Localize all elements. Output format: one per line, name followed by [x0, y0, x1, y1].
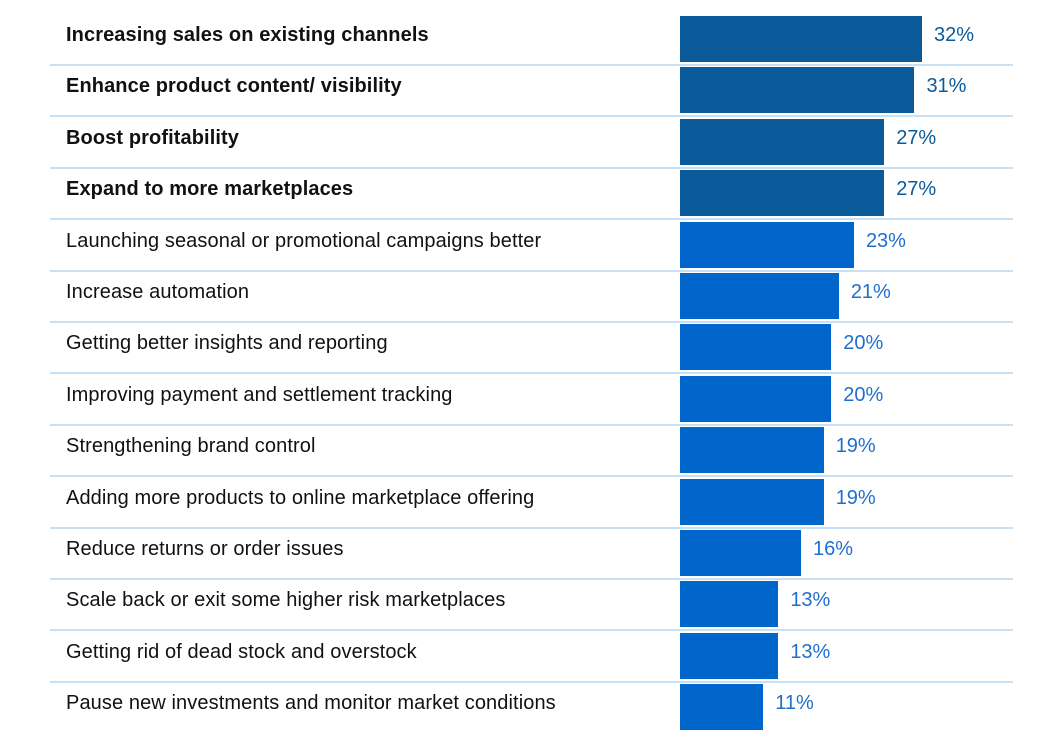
value-label: 32%: [934, 24, 975, 46]
value-label: 19%: [835, 435, 876, 458]
category-label: Increase automation: [66, 281, 250, 303]
chart-row: Enhance product content/ visibility 31%: [0, 65, 1044, 116]
bar: [680, 684, 764, 731]
category-label: Enhance product content/ visibility: [66, 75, 402, 98]
row-separator: [50, 269, 1013, 272]
row-separator: [50, 372, 1013, 375]
chart-row: Improving payment and settlement trackin…: [0, 374, 1044, 425]
category-label: Strengthening brand control: [66, 435, 316, 458]
chart-row: Getting rid of dead stock and overstock 1…: [0, 631, 1044, 682]
value-label: 16%: [813, 538, 854, 560]
category-label: Pause new investments and monitor market…: [66, 692, 556, 715]
chart-row: Pause new investments and monitor market…: [0, 682, 1044, 733]
bar: [680, 170, 885, 217]
bar: [680, 118, 885, 165]
category-label: Increasing sales on existing channels: [66, 24, 429, 46]
value-label: 13%: [790, 589, 831, 612]
chart-row: Adding more products to online marketpla…: [0, 477, 1044, 528]
category-label: Reduce returns or order issues: [66, 538, 344, 560]
value-label: 20%: [843, 332, 884, 355]
row-separator: [50, 166, 1013, 169]
chart-row: Increase automation 21%: [0, 271, 1044, 322]
row-separator: [50, 475, 1013, 478]
value-label: 11%: [775, 692, 814, 715]
category-label: Boost profitability: [66, 126, 240, 149]
chart-row: Increasing sales on existing channels 32%: [0, 14, 1044, 65]
bar: [680, 530, 801, 576]
category-label: Getting rid of dead stock and overstock: [66, 640, 417, 663]
row-separator: [50, 423, 1013, 426]
value-label: 27%: [896, 178, 937, 201]
bar: [680, 16, 922, 62]
value-label: 27%: [896, 126, 937, 149]
row-separator: [50, 526, 1013, 529]
row-separator: [50, 64, 1013, 66]
row-separator: [50, 321, 1013, 323]
value-label: 13%: [790, 640, 831, 663]
bar: [680, 273, 839, 319]
value-label: 21%: [850, 281, 891, 303]
bar: [680, 324, 832, 371]
bar: [680, 427, 824, 474]
value-label: 31%: [926, 75, 967, 98]
row-separator: [50, 218, 1013, 221]
category-label: Adding more products to online marketpla…: [66, 486, 535, 509]
row-separator: [50, 629, 1013, 632]
bar: [680, 221, 854, 268]
value-label: 20%: [843, 383, 884, 406]
category-label: Expand to more marketplaces: [66, 178, 354, 201]
category-label: Launching seasonal or promotional campai…: [66, 229, 542, 252]
chart-row: Strengthening brand control 19%: [0, 425, 1044, 476]
category-label: Scale back or exit some higher risk mark…: [66, 589, 506, 612]
value-label: 23%: [865, 229, 906, 252]
chart-row: Scale back or exit some higher risk mark…: [0, 579, 1044, 630]
value-label: 19%: [835, 486, 876, 509]
row-separator: [50, 115, 1013, 118]
bar: [680, 375, 832, 422]
chart-row: Getting better insights and reporting 20%: [0, 322, 1044, 373]
bar: [680, 67, 915, 114]
row-separator: [50, 578, 1013, 580]
category-label: Getting better insights and reporting: [66, 332, 388, 355]
bar: [680, 632, 779, 679]
chart-row: Boost profitability 27%: [0, 117, 1044, 168]
chart-row: Launching seasonal or promotional campai…: [0, 220, 1044, 271]
row-separator: [50, 680, 1013, 683]
chart-row: Expand to more marketplaces 27%: [0, 168, 1044, 219]
category-label: Improving payment and settlement trackin…: [66, 383, 453, 406]
chart-row: Reduce returns or order issues 16%: [0, 528, 1044, 579]
bar: [680, 478, 824, 525]
bar: [680, 581, 779, 628]
